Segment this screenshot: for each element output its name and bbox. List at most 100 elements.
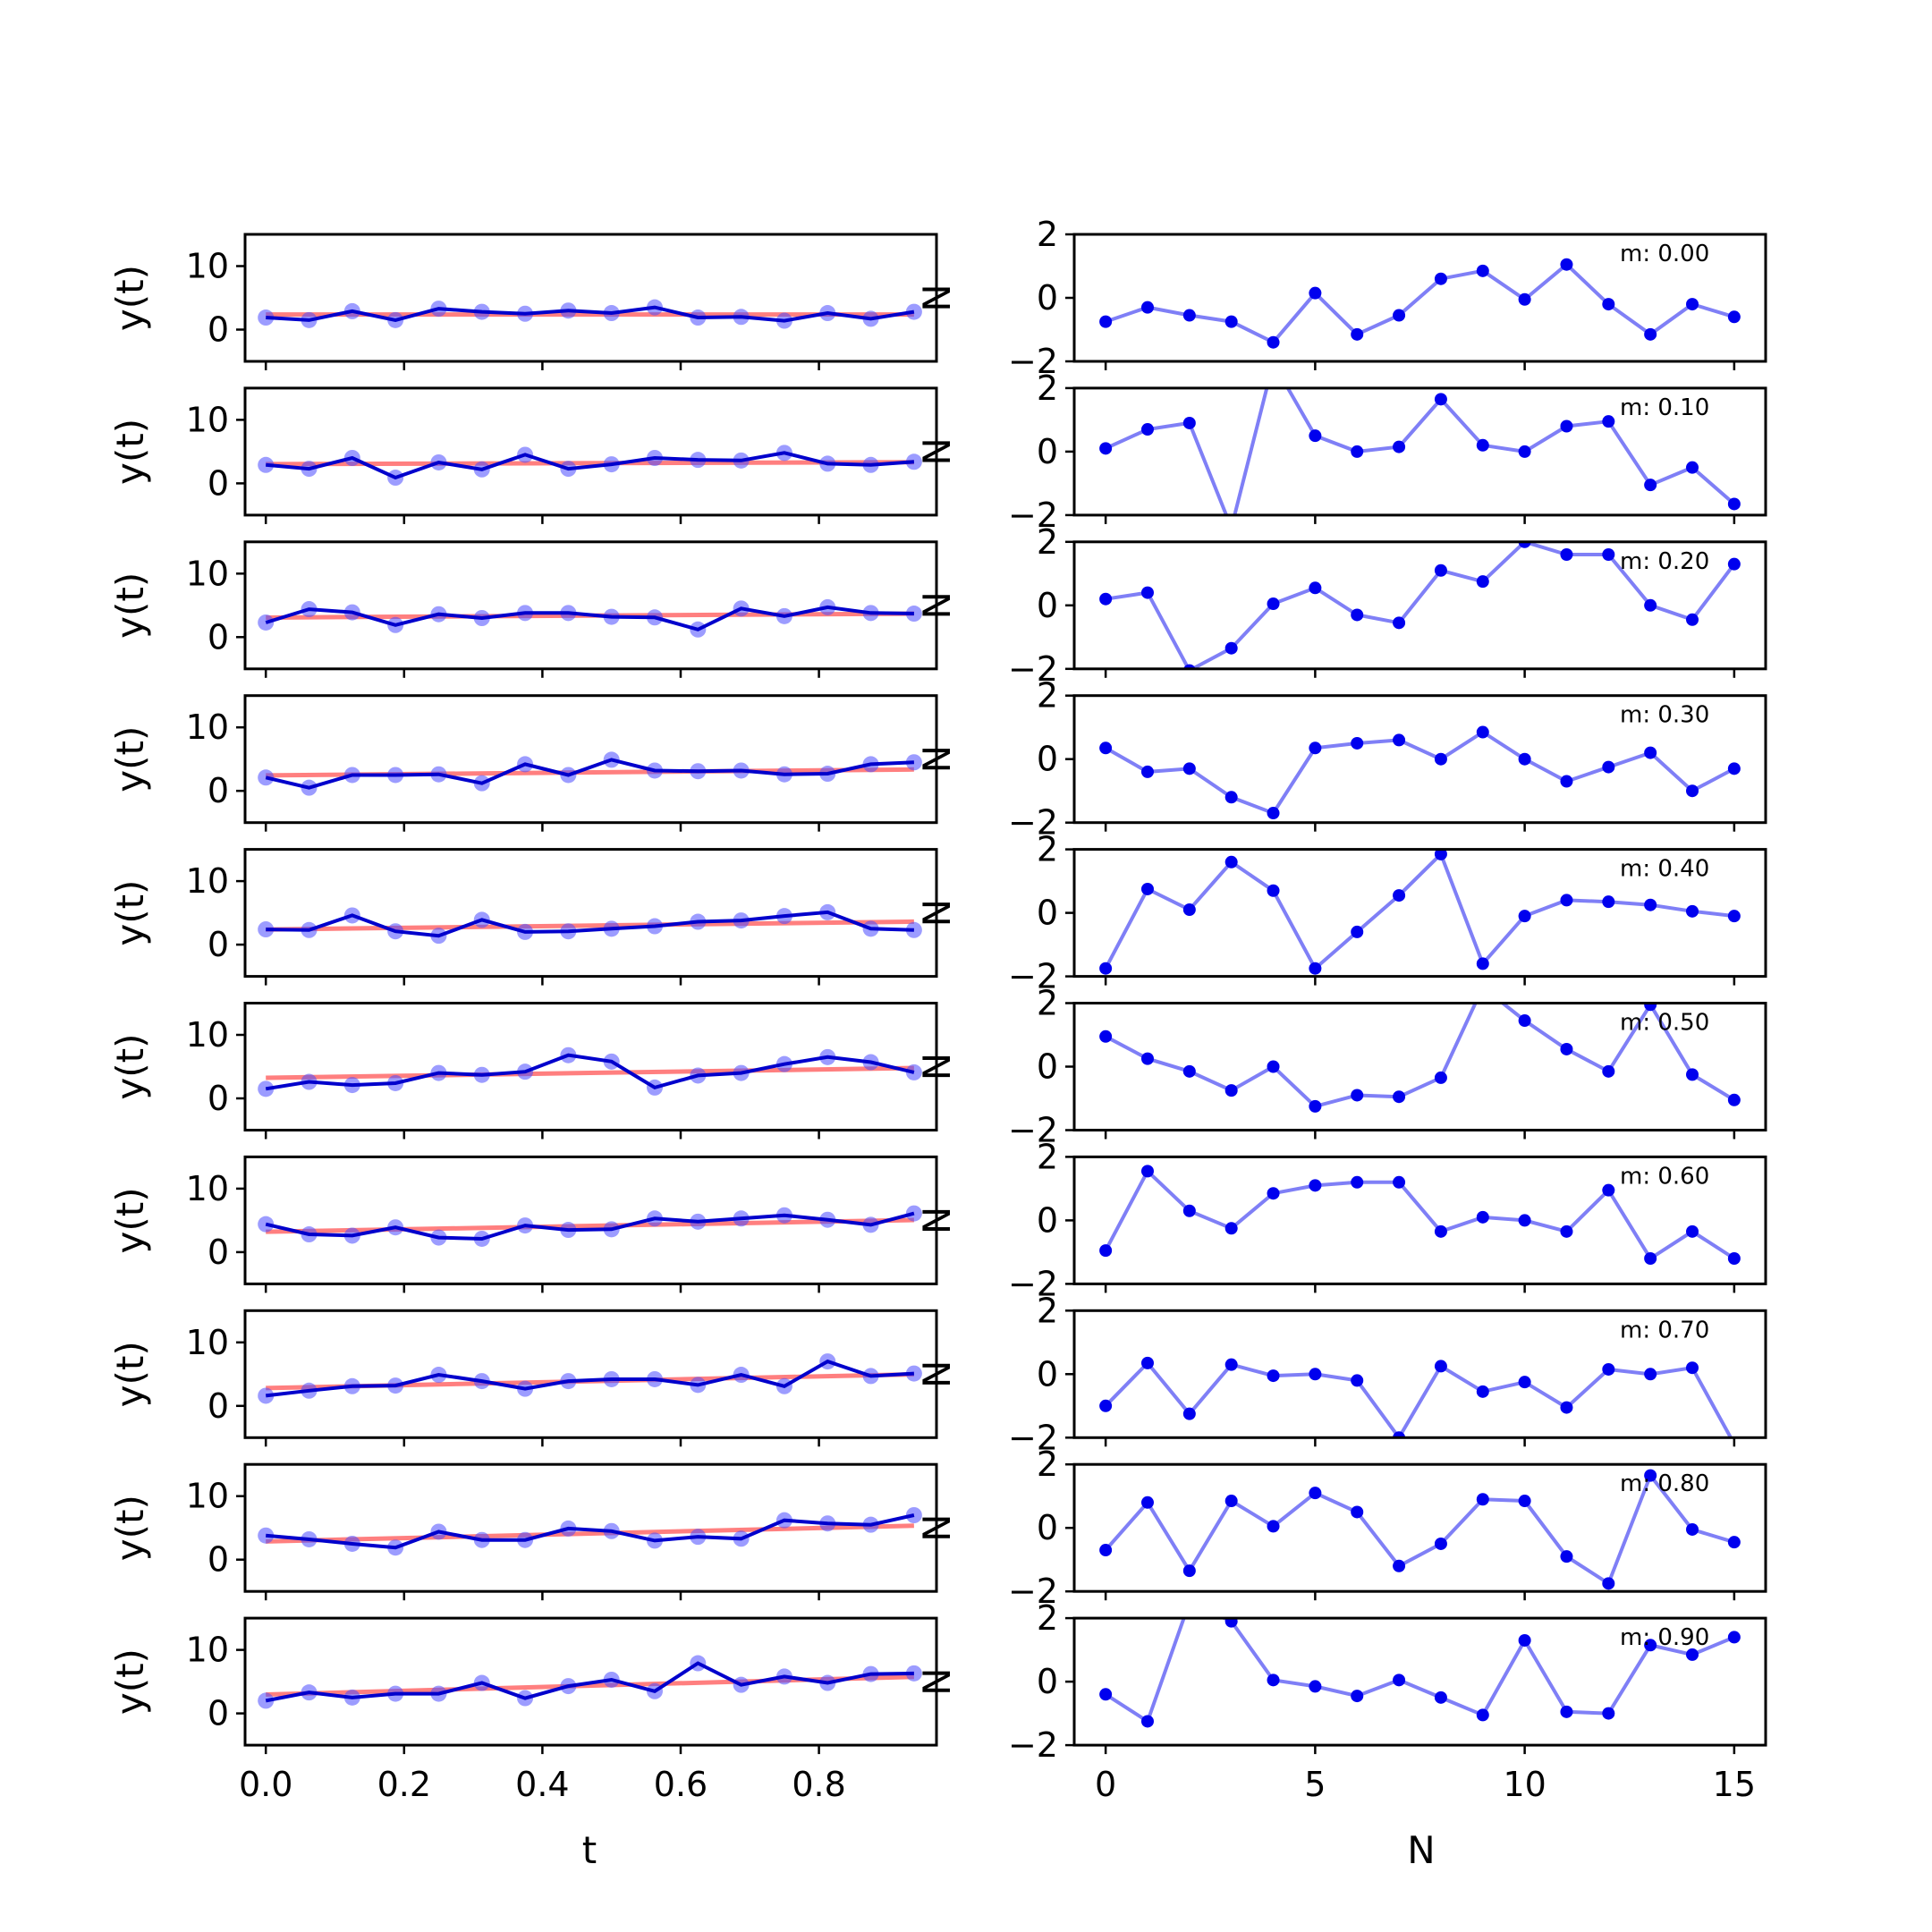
data-marker	[258, 769, 275, 786]
slope-annotation: m: 0.90	[1620, 1624, 1709, 1651]
y-tick-label: 10	[186, 247, 229, 286]
residual-marker	[1182, 1407, 1196, 1420]
slope-annotation: m: 0.40	[1620, 856, 1709, 883]
residual-marker	[1476, 438, 1489, 452]
residual-marker	[1434, 272, 1447, 285]
x-tick-label: 0	[1095, 1765, 1116, 1804]
residual-marker	[1309, 429, 1322, 443]
right-panel: −2 0 2 Nm: 0.30	[915, 676, 1767, 843]
panel-row: 0 10 y(t) −2 0 2 Nm: 0.40	[108, 830, 1767, 996]
data-line	[266, 451, 915, 480]
residual-marker	[1267, 1674, 1280, 1687]
panel-row: 0 10 y(t) −2 0 2 Nm: 0.30	[108, 676, 1767, 843]
residual-marker	[1602, 1064, 1615, 1078]
left-plot-area	[258, 1046, 922, 1097]
right-panel: −2 0 2 Nm: 0.00	[915, 215, 1767, 381]
residual-marker	[1309, 1487, 1322, 1500]
slope-annotation: m: 0.10	[1620, 394, 1709, 421]
residual-marker	[1477, 981, 1489, 994]
left-y-axis-label: y(t)	[108, 1033, 152, 1099]
residual-marker	[1434, 752, 1447, 766]
y-tick-label: 10	[186, 708, 229, 747]
residual-marker	[1434, 1690, 1447, 1704]
x-tick-label: 0.6	[654, 1765, 708, 1804]
residual-marker	[1309, 1099, 1322, 1113]
residual-marker	[1140, 882, 1154, 895]
residual-marker	[1644, 1368, 1657, 1381]
right-plot-area	[1099, 1618, 1741, 1728]
slope-annotation: m: 0.70	[1620, 1317, 1709, 1343]
data-line	[265, 1661, 914, 1703]
residual-marker	[1686, 1224, 1699, 1238]
fit-line	[266, 919, 914, 932]
residual-marker	[1267, 335, 1280, 349]
residual-marker	[1518, 541, 1531, 548]
residual-marker	[1476, 1493, 1489, 1506]
residual-marker	[1140, 423, 1154, 436]
left-axes-frame	[243, 1462, 938, 1593]
left-axes-frame	[243, 233, 938, 363]
y-tick-label: −2	[1008, 1264, 1058, 1303]
y-tick-label: 0	[1037, 1662, 1058, 1701]
y-tick-label: 0	[208, 1079, 229, 1118]
residual-marker	[1140, 1052, 1154, 1065]
panel-row: 0 10 y(t) −2 0 2 Nm: 0.80	[108, 1445, 1767, 1611]
residual-marker	[1434, 1537, 1447, 1550]
residual-marker	[1224, 1084, 1238, 1097]
residual-marker	[1602, 1362, 1615, 1376]
residual-marker	[1602, 1183, 1615, 1197]
residual-marker	[1644, 1003, 1657, 1012]
right-y-axis-label: N	[915, 1513, 959, 1541]
y-tick-label: 10	[186, 1323, 229, 1362]
right-panel: −2 0 2 0 5 10 15 Nm: 0.90	[915, 1598, 1767, 1804]
residual-marker	[1560, 1401, 1573, 1414]
right-panel: −2 0 2 Nm: 0.50	[915, 981, 1767, 1150]
residual-marker	[1140, 765, 1154, 778]
residual-marker	[1267, 597, 1280, 611]
residual-marker	[1351, 1089, 1364, 1102]
left-panel: 0 10 y(t)	[108, 1462, 938, 1601]
x-tick-label: 5	[1304, 1765, 1326, 1804]
panel-row: 0 10 y(t) −2 0 2 Nm: 0.70	[108, 1291, 1767, 1457]
residual-marker	[1224, 1495, 1238, 1508]
residual-marker	[1182, 762, 1196, 775]
residual-marker	[1099, 592, 1113, 606]
left-y-axis-label: y(t)	[108, 1341, 152, 1407]
residual-marker	[1686, 784, 1699, 798]
residual-marker	[1644, 898, 1657, 911]
y-tick-label: 0	[208, 617, 229, 657]
residual-line	[1105, 1003, 1735, 1109]
y-tick-label: 10	[186, 554, 229, 593]
y-tick-label: 2	[1037, 215, 1058, 254]
panel-row: 0 10 y(t) −2 0 2 Nm: 0.10	[108, 369, 1767, 535]
right-plot-area	[1099, 1469, 1741, 1590]
right-panel: −2 0 2 Nm: 0.20	[915, 522, 1767, 689]
residual-marker	[1727, 557, 1741, 571]
y-tick-label: 2	[1037, 1291, 1058, 1330]
residual-marker	[1518, 1214, 1531, 1227]
residual-marker	[1560, 1550, 1573, 1563]
residual-line	[1105, 1618, 1735, 1724]
y-tick-label: 0	[1037, 1354, 1058, 1394]
left-panel: 0 10 y(t)	[108, 1002, 938, 1140]
residual-marker	[1644, 598, 1657, 612]
left-plot-area	[258, 299, 922, 329]
residual-marker	[1309, 741, 1322, 755]
residual-marker	[1309, 962, 1322, 975]
left-panel: 0 10 0.0 0.2 0.4 0.6 0.8 y(t)	[108, 1616, 938, 1804]
residual-marker	[1393, 1674, 1406, 1687]
residual-marker	[1644, 1252, 1657, 1265]
left-panel: 0 10 y(t)	[108, 694, 938, 832]
right-y-axis-label: N	[915, 1053, 959, 1080]
residual-marker	[1686, 298, 1699, 311]
residual-marker	[1560, 548, 1573, 561]
right-panel: −2 0 2 Nm: 0.40	[915, 830, 1767, 996]
residual-marker	[1309, 1179, 1322, 1192]
residual-marker	[1434, 1360, 1447, 1373]
residual-marker	[1393, 1559, 1406, 1572]
residual-marker	[1393, 440, 1406, 453]
residual-marker	[1727, 310, 1741, 324]
panel-row: 0 10 y(t) −2 0 2 Nm: 0.20	[108, 522, 1767, 689]
residual-marker	[1727, 910, 1741, 923]
y-tick-label: −2	[1008, 649, 1058, 689]
